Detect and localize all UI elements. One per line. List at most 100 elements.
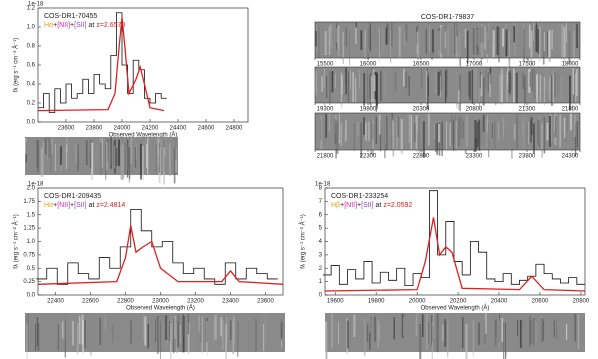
image-stripe [519, 319, 522, 348]
image-stripe [499, 319, 500, 349]
image-stripe [572, 31, 575, 58]
image-stripe [323, 68, 325, 88]
image-stripe [401, 313, 404, 339]
x-tick-label: 23600 [257, 299, 274, 305]
image-stripe [367, 22, 369, 52]
image-stripe [100, 142, 102, 175]
image-stripe [118, 139, 120, 166]
image-stripe [345, 26, 347, 47]
image-stripe [72, 320, 74, 346]
subtitle-part: [SII] [74, 22, 87, 29]
image-stripe [421, 118, 423, 153]
image-stripe [521, 321, 523, 348]
panel-title: COS-DR1-79837 [421, 14, 474, 21]
image-stripe [318, 26, 320, 58]
x-tick-label: 19600 [327, 299, 344, 305]
x-tick-label: 24300 [562, 154, 579, 160]
image-stripe [145, 144, 148, 168]
image-stripe [134, 147, 137, 168]
image-stripe [55, 144, 56, 171]
subtitle-part: Hα [44, 22, 53, 29]
image-stripe [182, 313, 185, 337]
strip-frame [314, 21, 581, 59]
image-stripe [484, 69, 487, 90]
image-stripe [480, 30, 482, 65]
image-stripe [523, 121, 525, 149]
image-stripe [408, 113, 410, 143]
image-stripe [163, 147, 165, 185]
image-stripe [255, 319, 258, 352]
image-stripe [500, 69, 503, 94]
image-stripe [375, 117, 377, 145]
image-stripe [369, 314, 371, 333]
subtitle-part: at [87, 22, 97, 29]
x-axis-label: Observed Wavelength (Å) [421, 305, 490, 312]
image-stripe [129, 147, 131, 180]
subtitle-part: + [53, 22, 57, 29]
image-stripe [543, 117, 546, 154]
image-stripe [434, 123, 436, 140]
image-stripe [537, 119, 541, 148]
y-tick-label: 1.0 [27, 25, 36, 31]
y-tick-label: 1.2 [27, 6, 36, 12]
image-stripe [431, 322, 433, 359]
image-stripe [490, 321, 492, 352]
image-stripe [456, 22, 458, 58]
image-stripe [440, 27, 442, 54]
fit-line [37, 225, 284, 285]
image-stripe [368, 22, 369, 48]
y-tick-label: 1.25 [23, 226, 35, 232]
image-stripe [405, 24, 408, 42]
image-stripe [466, 114, 468, 148]
image-stripe [78, 316, 81, 345]
y-tick-label: 0.0 [27, 293, 36, 299]
image-stripe [551, 75, 553, 106]
subtitle-part: [NII] [344, 202, 357, 209]
image-stripe [529, 71, 531, 87]
image-stripe [541, 316, 543, 342]
image-stripe [487, 72, 489, 93]
image-stripe [560, 75, 563, 100]
image-stripe [527, 122, 529, 145]
image-stripe [120, 145, 123, 180]
image-stripe [432, 313, 435, 341]
image-stripe [342, 31, 344, 65]
image-stripe [422, 120, 425, 158]
image-stripe [344, 68, 346, 85]
image-stripe [458, 116, 461, 147]
image-stripe [481, 23, 484, 60]
subtitle-part: + [340, 202, 344, 209]
image-stripe [450, 28, 452, 54]
image-stripe [147, 323, 149, 349]
subtitle-part: Hα [44, 202, 53, 209]
image-stripe [507, 67, 509, 83]
image-stripe [315, 31, 318, 47]
y-tick-label: 1.0 [27, 239, 36, 245]
image-stripe [501, 317, 504, 342]
image-stripe [379, 29, 382, 51]
x-axis-label: Observed Wavelength (Å) [126, 305, 195, 312]
image-stripe [237, 320, 239, 357]
image-stripe [502, 28, 505, 47]
image-stripe [220, 317, 223, 337]
image-stripe [385, 70, 387, 98]
image-stripe [99, 318, 101, 346]
x-tick-label: 15500 [317, 62, 334, 68]
image-stripe [494, 320, 497, 346]
image-stripe [86, 140, 88, 166]
x-tick-label: 21300 [519, 107, 536, 113]
image-stripe [552, 70, 554, 106]
image-stripe [480, 74, 483, 97]
image-stripe [466, 30, 469, 64]
image-stripe [501, 118, 503, 148]
image-stripe [435, 313, 437, 348]
image-stripe [417, 28, 420, 60]
image-stripe [331, 313, 333, 349]
image-stripe [391, 119, 394, 136]
image-stripe [373, 75, 376, 92]
y-tick-label: 5 [319, 226, 323, 232]
image-stripe [40, 147, 43, 178]
image-stripe [416, 31, 418, 55]
image-stripe [386, 23, 389, 45]
image-stripe [421, 28, 423, 55]
